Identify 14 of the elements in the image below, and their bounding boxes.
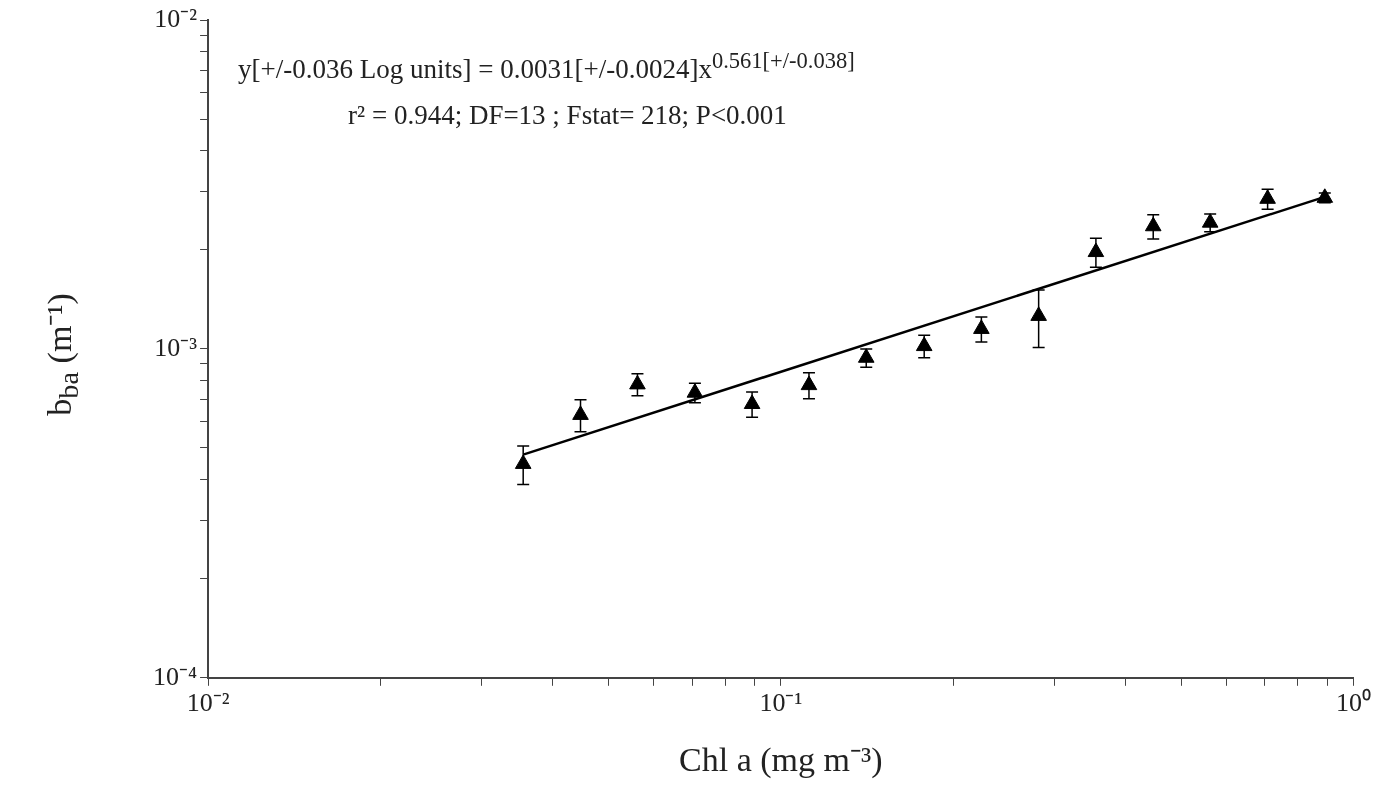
y-tick-label: 10⁻⁴ [152,661,198,691]
point [1259,189,1276,204]
point [973,319,990,334]
y-tick-label: 10⁻³ [154,332,198,362]
x-axis-title: Chl a (mg m⁻³) [678,740,884,780]
point [572,405,589,420]
y-tick-label: 10⁻² [154,3,198,33]
annotation: y[+/-0.036 Log units] = 0.0031[+/-0.0024]x$^{0.561[+/-0.038]}$ [238,48,855,85]
x-tick-label: 10⁰ [1336,688,1371,718]
annotation: r² = 0.944; DF=13 ; Fstat= 218; P<0.001 [348,100,787,131]
point [1030,306,1047,321]
point [629,374,646,390]
x-tick-label: 10⁻¹ [759,688,803,718]
x-tick-label: 10⁻² [186,688,230,718]
